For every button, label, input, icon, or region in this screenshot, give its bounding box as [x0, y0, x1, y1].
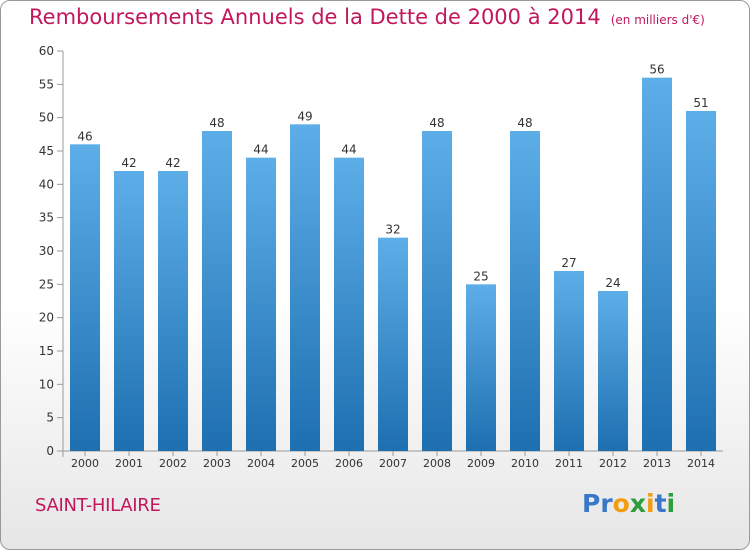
y-tick-label: 35 [39, 211, 54, 225]
commune-name: SAINT-HILAIRE [35, 495, 161, 516]
value-label-2006: 44 [341, 143, 356, 157]
y-tick-label: 10 [39, 377, 54, 391]
y-tick-label: 15 [39, 344, 54, 358]
bar-2004 [246, 157, 276, 451]
x-tick-label-2001: 2001 [115, 457, 143, 470]
bar-2011 [554, 271, 584, 451]
x-tick-label-2006: 2006 [335, 457, 363, 470]
bar-2000 [70, 144, 100, 452]
x-tick-label-2004: 2004 [247, 457, 275, 470]
chart-unit: (en milliers d'€) [610, 13, 705, 27]
bar-2007 [378, 237, 408, 451]
y-tick-label: 30 [39, 244, 54, 258]
y-tick-label: 55 [39, 77, 54, 91]
value-label-2014: 51 [693, 96, 708, 110]
proxiti-logo: Proxiti [582, 489, 676, 518]
value-label-2011: 27 [561, 256, 576, 270]
x-tick-label-2009: 2009 [467, 457, 495, 470]
value-label-2003: 48 [209, 116, 224, 130]
value-label-2002: 42 [165, 156, 180, 170]
bar-2003 [202, 131, 232, 451]
value-label-2001: 42 [121, 156, 136, 170]
value-label-2008: 48 [429, 116, 444, 130]
bar-2012 [598, 291, 628, 451]
chart-title: Remboursements Annuels de la Dette de 20… [29, 5, 705, 29]
value-label-2007: 32 [385, 223, 400, 237]
x-tick-label-2002: 2002 [159, 457, 187, 470]
x-tick-label-2011: 2011 [555, 457, 583, 470]
y-tick-label: 45 [39, 144, 54, 158]
value-label-2004: 44 [253, 143, 268, 157]
y-tick-label: 60 [39, 44, 54, 58]
y-tick-label: 0 [46, 444, 54, 458]
x-tick-label-2005: 2005 [291, 457, 319, 470]
value-label-2013: 56 [649, 63, 664, 77]
x-tick-label-2014: 2014 [687, 457, 715, 470]
y-tick-label: 40 [39, 177, 54, 191]
chart-bars [70, 77, 716, 452]
chart-title-text: Remboursements Annuels de la Dette de 20… [29, 5, 601, 29]
x-tick-label-2013: 2013 [643, 457, 671, 470]
bar-2006 [334, 157, 364, 451]
value-label-2010: 48 [517, 116, 532, 130]
bar-2001 [114, 171, 144, 451]
chart-labels: 46 42 42 48 44 49 44 32 48 25 48 27 24 56 51 [77, 63, 708, 290]
x-tick-label-2003: 2003 [203, 457, 231, 470]
chart-axes: 0 5 10 15 20 25 30 35 40 45 50 55 60 2000 2001 2002 2003… [39, 44, 723, 470]
bar-2005 [290, 124, 320, 451]
x-tick-label-2010: 2010 [511, 457, 539, 470]
x-tick-label-2007: 2007 [379, 457, 407, 470]
value-label-2000: 46 [77, 129, 92, 143]
bar-2009 [466, 284, 496, 451]
value-label-2005: 49 [297, 109, 312, 123]
bar-2014 [686, 111, 716, 451]
y-tick-label: 25 [39, 277, 54, 291]
value-label-2012: 24 [605, 276, 620, 290]
y-tick-label: 5 [46, 411, 54, 425]
x-tick-label-2012: 2012 [599, 457, 627, 470]
bar-2013 [642, 77, 672, 452]
y-tick-label: 20 [39, 311, 54, 325]
y-tick-label: 50 [39, 111, 54, 125]
bar-2008 [422, 131, 452, 451]
x-tick-label-2008: 2008 [423, 457, 451, 470]
value-label-2009: 25 [473, 269, 488, 283]
bar-2002 [158, 171, 188, 451]
bar-2010 [510, 131, 540, 451]
x-tick-label-2000: 2000 [71, 457, 99, 470]
